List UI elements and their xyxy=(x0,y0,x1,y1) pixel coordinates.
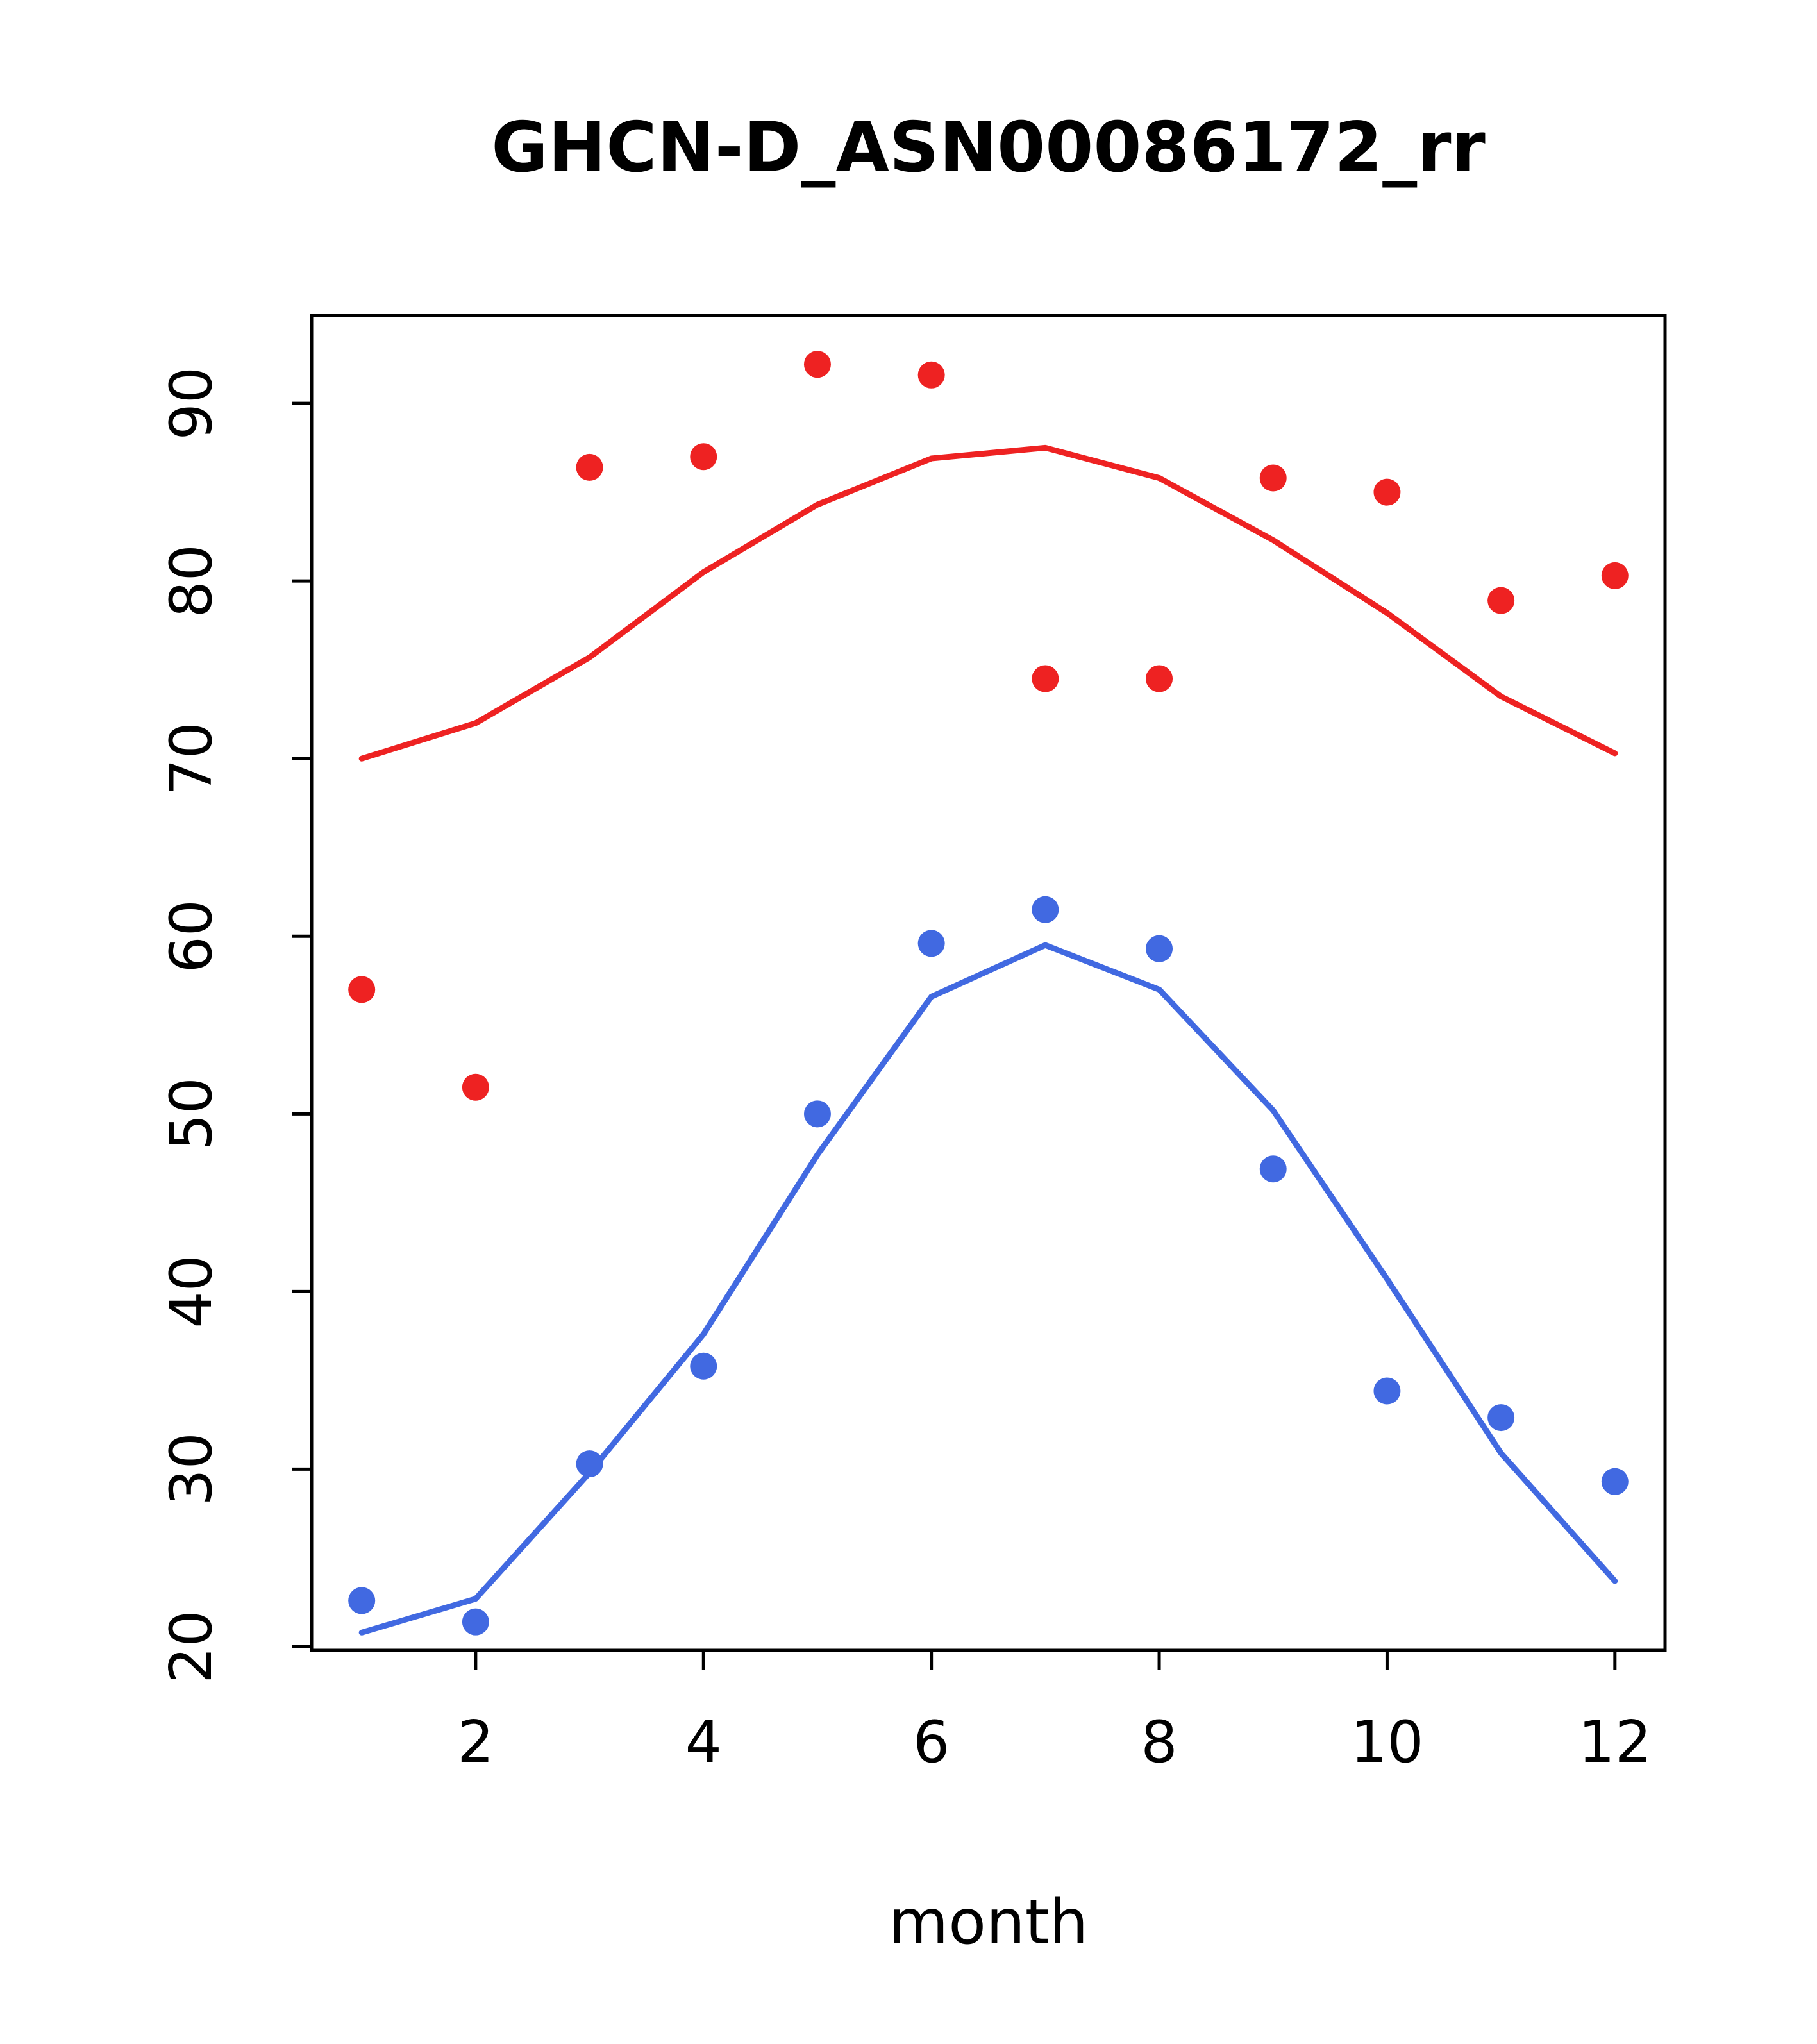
upper-points-red-dot xyxy=(462,1073,489,1101)
lower-points-blue-dot xyxy=(1601,1468,1629,1495)
lower-points-blue-dot xyxy=(576,1450,603,1478)
upper-points-red-dot xyxy=(917,361,945,389)
lower-points-blue-dot xyxy=(803,1100,831,1128)
lower-points-blue-dot xyxy=(1373,1377,1401,1405)
upper-points-red-dot xyxy=(1259,464,1287,492)
x-tick-label: 8 xyxy=(1141,1709,1177,1776)
lower-points-blue-dot xyxy=(1032,896,1059,923)
plot-box xyxy=(310,314,1667,1652)
upper-points-red-dot xyxy=(1032,665,1059,692)
y-tick-label: 20 xyxy=(158,1610,225,1684)
lower-points-blue-dot xyxy=(1146,935,1173,962)
upper-points-red-dot xyxy=(1487,587,1515,614)
upper-points-red-dot xyxy=(348,976,376,1003)
chart-title: GHCN-D_ASN00086172_rr xyxy=(491,108,1486,188)
upper-points-red-dot xyxy=(690,443,717,471)
upper-points-red-dot xyxy=(1601,562,1629,589)
upper-points-red-dot xyxy=(803,351,831,378)
x-axis: 2 4 6 8 10 12 xyxy=(457,1650,1652,1776)
x-tick-label: 4 xyxy=(685,1709,722,1776)
lower-points-blue-dot xyxy=(348,1587,376,1614)
x-tick-label: 12 xyxy=(1578,1709,1652,1776)
y-tick-label: 70 xyxy=(158,722,225,796)
x-tick-label: 6 xyxy=(913,1709,950,1776)
x-axis-label: month xyxy=(888,1886,1089,1958)
upper-points-red xyxy=(348,351,1629,1101)
lower-line-blue xyxy=(358,942,1618,1636)
y-tick-label: 30 xyxy=(158,1432,225,1506)
lower-points-blue-dot xyxy=(1259,1155,1287,1183)
lower-points-blue-dot xyxy=(462,1608,489,1636)
lower-points-blue-dot xyxy=(1487,1404,1515,1432)
lower-points-blue xyxy=(348,896,1629,1636)
y-tick-label: 80 xyxy=(158,544,225,618)
y-axis: 20 30 40 50 60 70 80 90 xyxy=(158,367,312,1684)
upper-points-red-dot xyxy=(1373,478,1401,506)
upper-line-red xyxy=(358,444,1618,762)
x-tick-label: 10 xyxy=(1350,1709,1424,1776)
y-tick-label: 60 xyxy=(158,900,225,973)
lower-points-blue-dot xyxy=(917,930,945,957)
upper-points-red-dot xyxy=(1146,665,1173,692)
upper-points-red-dot xyxy=(576,453,603,481)
y-tick-label: 40 xyxy=(158,1255,225,1328)
x-tick-label: 2 xyxy=(457,1709,494,1776)
y-tick-label: 50 xyxy=(158,1077,225,1151)
y-tick-label: 90 xyxy=(158,367,225,440)
lower-points-blue-dot xyxy=(690,1352,717,1380)
